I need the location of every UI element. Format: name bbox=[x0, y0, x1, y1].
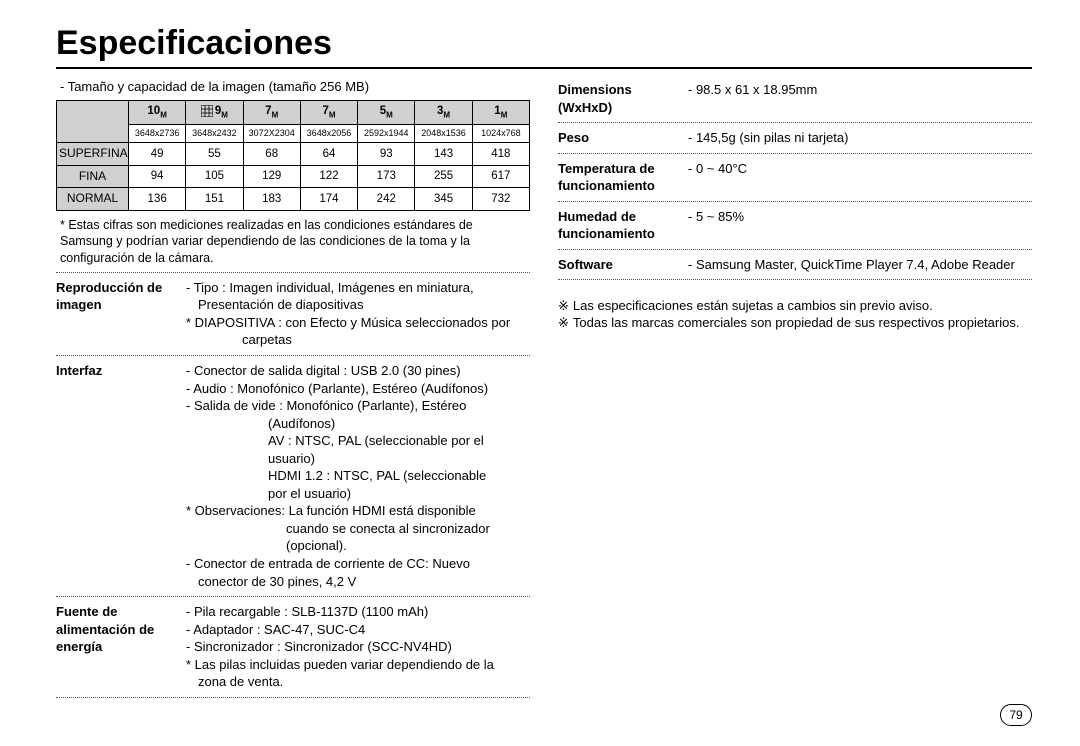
spec-label: Dimensions (WxHxD) bbox=[558, 81, 688, 116]
divider bbox=[558, 249, 1032, 250]
divider bbox=[56, 596, 530, 597]
spec-reproduccion: Reproducción de imagen - Tipo : Imagen i… bbox=[56, 279, 530, 349]
divider bbox=[558, 279, 1032, 280]
table-footnote: * Estas cifras son mediciones realizadas… bbox=[60, 217, 530, 266]
table-row: SUPERFINA4955686493143418 bbox=[57, 143, 530, 166]
spec-label: Humedad de funcionamiento bbox=[558, 208, 688, 243]
spec-label: Interfaz bbox=[56, 362, 186, 590]
spec-label: Temperatura de funcionamiento bbox=[558, 160, 688, 195]
spec-value: - 0 ~ 40°C bbox=[688, 160, 1032, 195]
table-header-res: 3648x27363648x2432 3072X23043648x2056 25… bbox=[57, 124, 530, 143]
table-row: NORMAL136151183174242345732 bbox=[57, 188, 530, 211]
spec-body: - Tipo : Imagen individual, Imágenes en … bbox=[186, 279, 530, 349]
divider bbox=[56, 272, 530, 273]
capacity-table: 10M 9M 7M 7M 5M 3M 1M 3648x27363648x2432… bbox=[56, 100, 530, 211]
spec-dimensions: Dimensions (WxHxD) - 98.5 x 61 x 18.95mm bbox=[558, 81, 1032, 116]
page-title: Especificaciones bbox=[56, 24, 1032, 69]
right-column: Dimensions (WxHxD) - 98.5 x 61 x 18.95mm… bbox=[558, 79, 1032, 704]
table-header-mp: 10M 9M 7M 7M 5M 3M 1M bbox=[57, 100, 530, 124]
spec-interfaz: Interfaz - Conector de salida digital : … bbox=[56, 362, 530, 590]
divider bbox=[56, 355, 530, 356]
spec-label: Software bbox=[558, 256, 688, 274]
table-caption: - Tamaño y capacidad de la imagen (tamañ… bbox=[60, 79, 530, 96]
reference-mark-icon: ※ bbox=[558, 298, 569, 313]
spec-software: Software - Samsung Master, QuickTime Pla… bbox=[558, 256, 1032, 274]
spec-temperatura: Temperatura de funcionamiento - 0 ~ 40°C bbox=[558, 160, 1032, 195]
spec-power: Fuente de alimentación de energía - Pila… bbox=[56, 603, 530, 691]
spec-value: - 145,5g (sin pilas ni tarjeta) bbox=[688, 129, 1032, 147]
divider bbox=[558, 201, 1032, 202]
spec-note: ※Todas las marcas comerciales son propie… bbox=[558, 315, 1032, 332]
spec-label: Fuente de alimentación de energía bbox=[56, 603, 186, 691]
spec-peso: Peso - 145,5g (sin pilas ni tarjeta) bbox=[558, 129, 1032, 147]
divider bbox=[558, 122, 1032, 123]
spec-value: - Samsung Master, QuickTime Player 7.4, … bbox=[688, 256, 1032, 274]
spec-body: - Conector de salida digital : USB 2.0 (… bbox=[186, 362, 530, 590]
spec-body: - Pila recargable : SLB-1137D (1100 mAh)… bbox=[186, 603, 530, 691]
table-row: FINA94105129122173255617 bbox=[57, 165, 530, 188]
divider bbox=[558, 153, 1032, 154]
left-column: - Tamaño y capacidad de la imagen (tamañ… bbox=[56, 79, 530, 704]
page-number: 79 bbox=[1000, 704, 1032, 726]
spec-label: Peso bbox=[558, 129, 688, 147]
spec-humedad: Humedad de funcionamiento - 5 ~ 85% bbox=[558, 208, 1032, 243]
grid-icon bbox=[201, 105, 213, 117]
spec-value: - 98.5 x 61 x 18.95mm bbox=[688, 81, 1032, 116]
spec-label: Reproducción de imagen bbox=[56, 279, 186, 349]
spec-note: ※Las especificaciones están sujetas a ca… bbox=[558, 298, 1032, 315]
divider bbox=[56, 697, 530, 698]
reference-mark-icon: ※ bbox=[558, 315, 569, 330]
spec-value: - 5 ~ 85% bbox=[688, 208, 1032, 243]
